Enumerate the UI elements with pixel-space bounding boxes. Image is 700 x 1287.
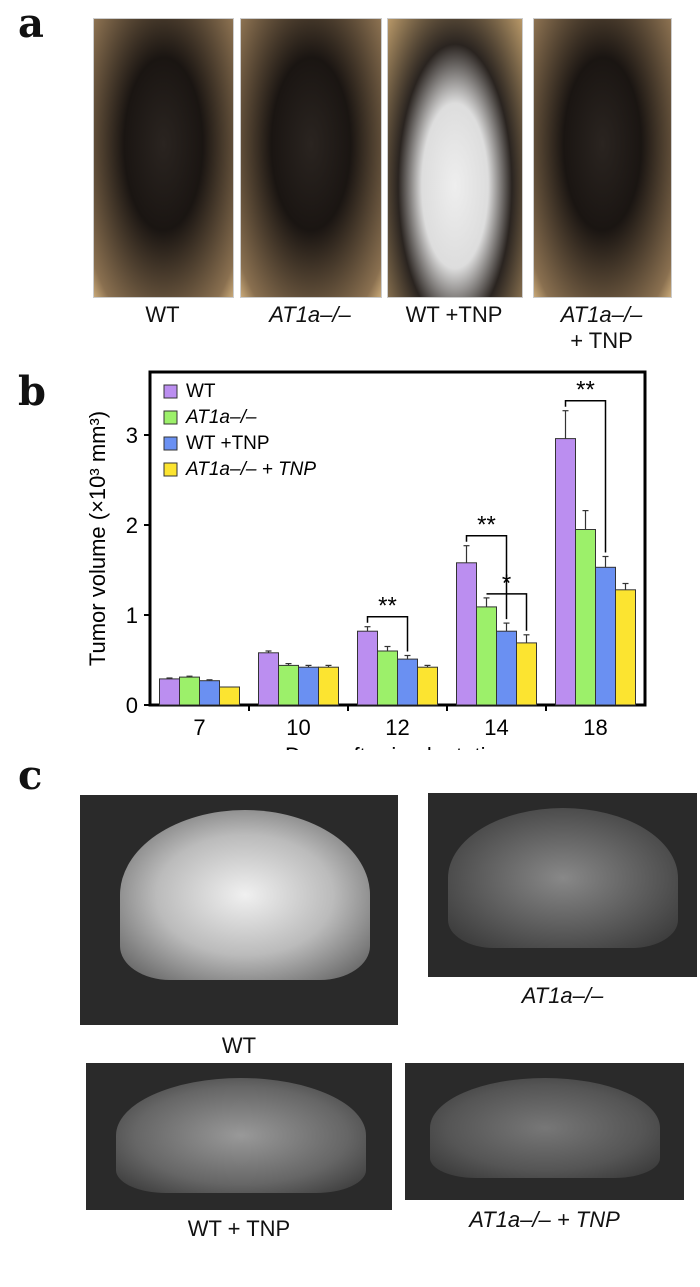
panel-label-a: a — [18, 0, 44, 47]
significance-bracket — [486, 593, 528, 631]
legend-swatch — [163, 410, 178, 425]
legend-label: AT1a–/– + TNP — [185, 459, 316, 480]
mouse-photo-at1a — [240, 18, 382, 298]
caption-a-wt-tnp: WT +TNP — [405, 302, 503, 327]
mouse-photo-wt — [93, 18, 234, 298]
bar-wt-day-18 — [555, 438, 576, 706]
panel-label-b: b — [18, 368, 46, 415]
caption-a-at1a: AT1a–/– — [269, 302, 351, 327]
bar-wt-tnp-day-18 — [595, 566, 616, 706]
legend-swatch — [163, 384, 178, 399]
bar-at1a-tnp-day-12 — [417, 666, 438, 706]
mouse-photo-at1a-tnp — [533, 18, 672, 298]
x-tick-label: 14 — [484, 715, 508, 740]
bar-wt-day-12 — [357, 630, 378, 706]
bar-wt-tnp-day-7 — [199, 680, 220, 706]
angiogram-at1a — [428, 793, 697, 977]
panel-label-c: c — [18, 752, 43, 799]
bar-at1a-tnp-day-18 — [615, 589, 636, 706]
angiogram-wt-tnp — [86, 1063, 392, 1210]
significance-bracket — [465, 534, 508, 620]
angiogram-at1a-tnp — [405, 1063, 684, 1200]
caption-c-wt-tnp: WT + TNP — [187, 1216, 291, 1241]
y-tick-label: 2 — [126, 513, 138, 538]
significance-label: ** — [477, 512, 496, 539]
bar-at1a-tnp-day-7 — [219, 686, 240, 706]
y-tick-label: 1 — [126, 603, 138, 628]
legend-swatch — [163, 436, 178, 451]
bar-wt-day-10 — [258, 652, 279, 706]
legend-label: WT +TNP — [186, 433, 270, 454]
caption-a-at1a-tnp: AT1a–/– — [560, 302, 643, 327]
x-tick-label: 7 — [193, 715, 205, 740]
bar-at1a-tnp-day-10 — [318, 666, 339, 706]
caption-a-at1a-tnp-line2: + TNP — [570, 328, 633, 353]
bar-at1a-tnp-day-14 — [516, 642, 537, 706]
bar-at1a--day-18 — [575, 529, 596, 706]
bar-wt-day-14 — [456, 562, 477, 706]
bar-wt-tnp-day-14 — [496, 630, 517, 706]
mouse-photo-wt-tnp — [387, 18, 523, 298]
bar-wt-tnp-day-10 — [298, 666, 319, 706]
x-tick-label: 12 — [385, 715, 409, 740]
y-tick-label: 0 — [126, 693, 138, 718]
caption-c-at1a-tnp: AT1a–/– + TNP — [469, 1207, 620, 1232]
angiogram-wt — [80, 795, 398, 1025]
significance-bracket — [366, 615, 409, 652]
significance-label: ** — [576, 377, 595, 404]
caption-c-at1a: AT1a–/– — [521, 983, 604, 1008]
legend-label: AT1a–/– — [185, 407, 257, 428]
bar-at1a--day-7 — [179, 676, 200, 706]
legend-label: WT — [186, 381, 216, 402]
bar-at1a--day-10 — [278, 664, 299, 706]
y-tick-label: 3 — [126, 423, 138, 448]
bar-wt-day-7 — [159, 678, 180, 706]
legend-swatch — [163, 462, 178, 477]
x-tick-label: 10 — [286, 715, 310, 740]
significance-label: ** — [378, 593, 397, 620]
x-tick-label: 18 — [583, 715, 607, 740]
significance-bracket — [564, 399, 607, 553]
bar-at1a--day-14 — [476, 606, 497, 706]
caption-a-wt: WT — [145, 302, 180, 327]
y-axis-label: Tumor volume (×10³ mm³) — [85, 411, 110, 666]
bar-wt-tnp-day-12 — [397, 658, 418, 706]
caption-c-wt: WT — [221, 1033, 257, 1058]
x-axis-label: Days after implantation — [285, 743, 510, 750]
significance-label: * — [502, 570, 511, 597]
bar-at1a--day-12 — [377, 650, 398, 706]
